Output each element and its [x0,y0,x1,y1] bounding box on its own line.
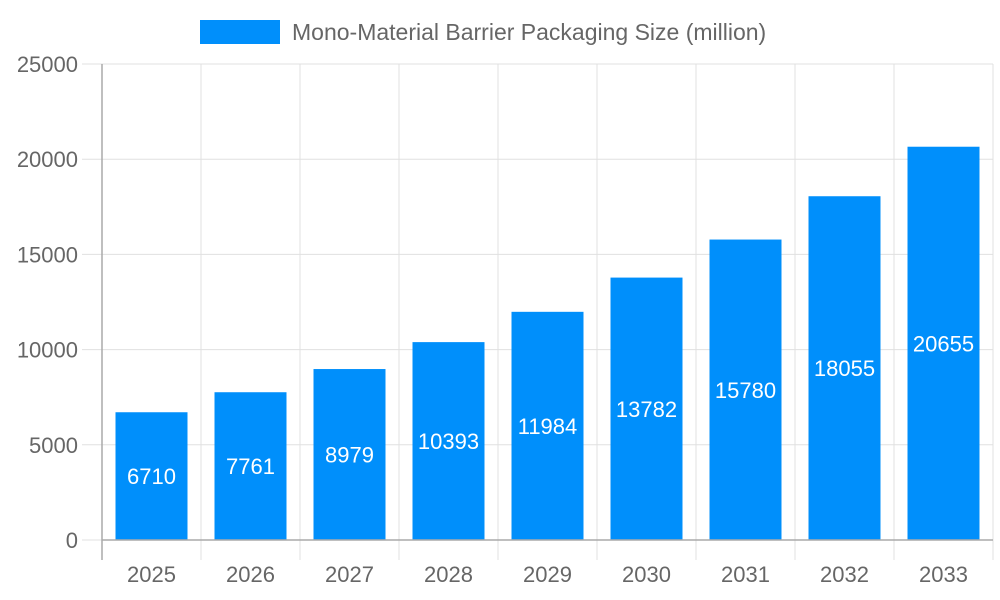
x-tick-label: 2028 [424,562,473,587]
x-tick-label: 2027 [325,562,374,587]
bar [610,277,683,540]
y-tick-label: 0 [66,528,78,553]
bar [313,369,386,540]
bar [709,239,782,540]
x-tick-label: 2032 [820,562,869,587]
data-label: 10393 [418,429,479,454]
bar [115,412,188,540]
axes: 0 5000 10000 15000 20000 25000 2025 2026 2027 202… [17,52,993,587]
data-label: 8979 [325,443,374,468]
y-tick-label: 5000 [29,433,78,458]
data-label: 20655 [913,331,974,356]
data-label: 13782 [616,397,677,422]
x-tick-label: 2031 [721,562,770,587]
y-tick-label: 15000 [17,242,78,267]
data-label: 7761 [226,454,275,479]
y-tick-label: 25000 [17,52,78,77]
bar [808,196,881,541]
grid [82,63,994,560]
bar [907,146,980,540]
data-label: 18055 [814,356,875,381]
legend[interactable]: Mono-Material Barrier Packaging Size (mi… [200,19,766,45]
data-label: 6710 [127,464,176,489]
legend-label: Mono-Material Barrier Packaging Size (mi… [292,19,766,45]
y-tick-label: 10000 [17,338,78,363]
bar [511,311,584,540]
x-tick-label: 2025 [127,562,176,587]
x-tick-label: 2033 [919,562,968,587]
data-label: 15780 [715,378,776,403]
y-tick-label: 20000 [17,147,78,172]
bars: 6710 7761 8979 10393 11984 13782 15780 18055 206… [115,146,980,541]
legend-swatch [200,20,280,44]
data-label: 11984 [518,414,578,439]
x-tick-label: 2030 [622,562,671,587]
x-tick-label: 2026 [226,562,275,587]
bar [214,392,287,540]
x-tick-label: 2029 [523,562,572,587]
bar [412,342,485,540]
